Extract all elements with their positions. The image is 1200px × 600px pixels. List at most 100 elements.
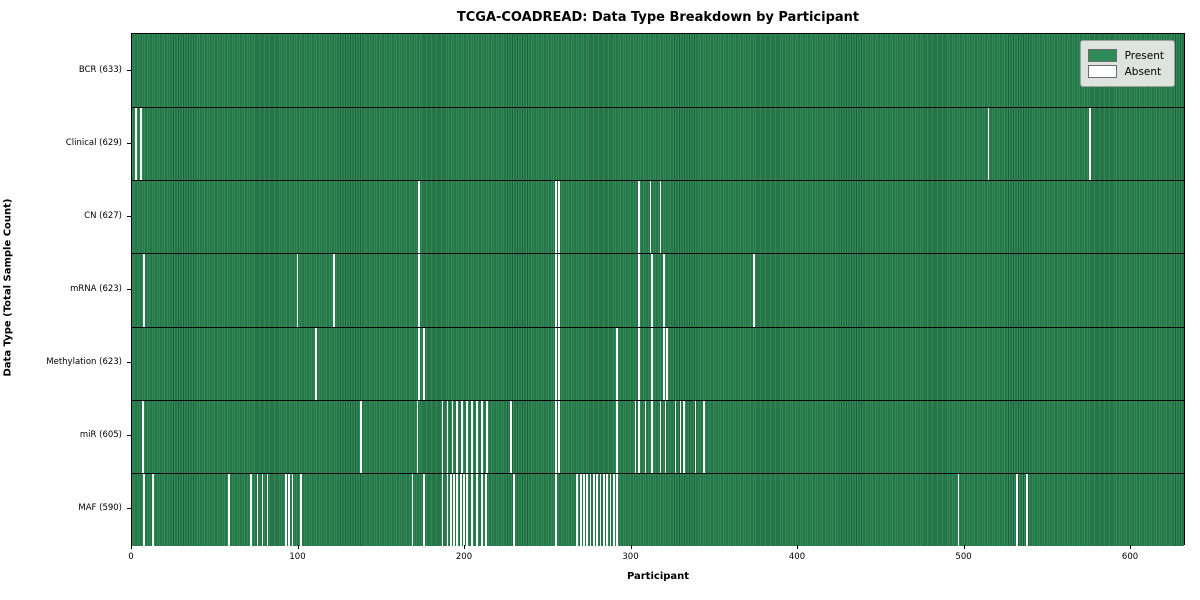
absent-line bbox=[418, 327, 420, 400]
absent-line bbox=[481, 473, 484, 546]
absent-line bbox=[481, 400, 484, 473]
absent-line bbox=[441, 473, 444, 546]
absent-line bbox=[554, 400, 557, 473]
absent-line bbox=[576, 473, 579, 546]
absent-line bbox=[586, 473, 589, 546]
x-tick-label-200: 200 bbox=[455, 552, 473, 562]
row-band-bcr bbox=[132, 34, 1184, 108]
absent-line bbox=[603, 473, 605, 546]
absent-line bbox=[135, 108, 137, 181]
absent-line bbox=[637, 181, 640, 254]
absent-line bbox=[554, 181, 557, 254]
absent-line bbox=[613, 473, 615, 546]
absent-swatch-icon bbox=[1087, 65, 1117, 78]
absent-line bbox=[637, 400, 640, 473]
legend-entry-present: Present bbox=[1087, 49, 1164, 62]
absent-line bbox=[463, 473, 465, 546]
absent-line bbox=[418, 254, 420, 327]
y-tick-label-mrna: mRNA (623) bbox=[70, 284, 122, 294]
absent-line bbox=[662, 327, 665, 400]
absent-line bbox=[1025, 473, 1028, 546]
absent-line bbox=[599, 473, 602, 546]
y-tick-mark bbox=[127, 362, 131, 364]
absent-line bbox=[151, 473, 154, 546]
absent-line bbox=[649, 181, 652, 254]
x-tick-mark bbox=[131, 545, 132, 549]
absent-line bbox=[266, 473, 269, 546]
absent-line bbox=[644, 400, 647, 473]
x-tick-label-0: 0 bbox=[128, 552, 134, 562]
row-band-maf bbox=[132, 472, 1184, 546]
absent-line bbox=[589, 473, 592, 546]
absent-line bbox=[296, 254, 299, 327]
row-band-cn bbox=[132, 180, 1184, 254]
absent-line bbox=[637, 327, 640, 400]
absent-line bbox=[143, 473, 146, 546]
absent-line bbox=[651, 327, 654, 400]
absent-line bbox=[616, 327, 619, 400]
x-tick-label-400: 400 bbox=[788, 552, 806, 562]
x-tick-label-100: 100 bbox=[289, 552, 306, 562]
x-tick-label-300: 300 bbox=[622, 552, 639, 562]
absent-line bbox=[143, 254, 146, 327]
absent-line bbox=[616, 400, 619, 473]
x-axis-label: Participant bbox=[626, 571, 690, 582]
absent-line bbox=[682, 400, 685, 473]
absent-line bbox=[579, 473, 582, 546]
absent-line bbox=[1089, 108, 1092, 181]
absent-line bbox=[1015, 473, 1018, 546]
absent-line bbox=[359, 400, 362, 473]
y-tick-mark bbox=[127, 69, 131, 71]
x-tick-mark bbox=[630, 545, 632, 549]
absent-line bbox=[554, 254, 557, 327]
absent-line bbox=[228, 473, 231, 546]
absent-line bbox=[694, 400, 697, 473]
absent-line bbox=[486, 400, 489, 473]
absent-line bbox=[659, 400, 662, 473]
absent-line bbox=[456, 473, 459, 546]
absent-line bbox=[453, 473, 455, 546]
absent-line bbox=[459, 473, 462, 546]
absent-line bbox=[558, 400, 560, 473]
absent-line bbox=[596, 473, 599, 546]
absent-line bbox=[616, 473, 619, 546]
absent-line bbox=[476, 400, 479, 473]
absent-line bbox=[261, 473, 264, 546]
absent-line bbox=[451, 400, 454, 473]
y-tick-label-methylation: Methylation (623) bbox=[46, 357, 122, 368]
absent-line bbox=[471, 400, 474, 473]
absent-line bbox=[606, 473, 609, 546]
y-tick-mark bbox=[127, 435, 131, 437]
absent-line bbox=[284, 473, 287, 546]
absent-line bbox=[554, 473, 557, 546]
legend-absent-label: Absent bbox=[1124, 65, 1162, 78]
absent-line bbox=[411, 473, 414, 546]
absent-line bbox=[752, 254, 755, 327]
row-band-clinical bbox=[132, 107, 1184, 181]
row-band-mrna bbox=[132, 253, 1184, 327]
x-tick-mark bbox=[297, 545, 299, 549]
x-tick-label-600: 600 bbox=[1121, 552, 1139, 562]
absent-line bbox=[583, 473, 585, 546]
x-tick-mark bbox=[1130, 545, 1132, 549]
absent-line bbox=[987, 108, 990, 181]
absent-line bbox=[466, 473, 469, 546]
row-band-methylation bbox=[132, 326, 1184, 400]
absent-line bbox=[609, 473, 612, 546]
absent-line bbox=[634, 400, 637, 473]
absent-line bbox=[250, 473, 252, 546]
x-tick-mark bbox=[464, 545, 466, 549]
absent-line bbox=[456, 400, 459, 473]
present-swatch-icon bbox=[1087, 49, 1117, 62]
chart-title: TCGA-COADREAD: Data Type Breakdown by Pa… bbox=[456, 10, 860, 25]
y-tick-label-clinical: Clinical (629) bbox=[65, 137, 122, 148]
legend-entry-absent: Absent bbox=[1087, 65, 1164, 78]
absent-line bbox=[957, 473, 960, 546]
absent-line bbox=[418, 181, 420, 254]
absent-line bbox=[702, 400, 705, 473]
absent-line bbox=[558, 181, 560, 254]
y-tick-label-cn: CN (627) bbox=[84, 210, 122, 221]
legend-present-label: Present bbox=[1124, 49, 1164, 62]
absent-line bbox=[291, 473, 294, 546]
